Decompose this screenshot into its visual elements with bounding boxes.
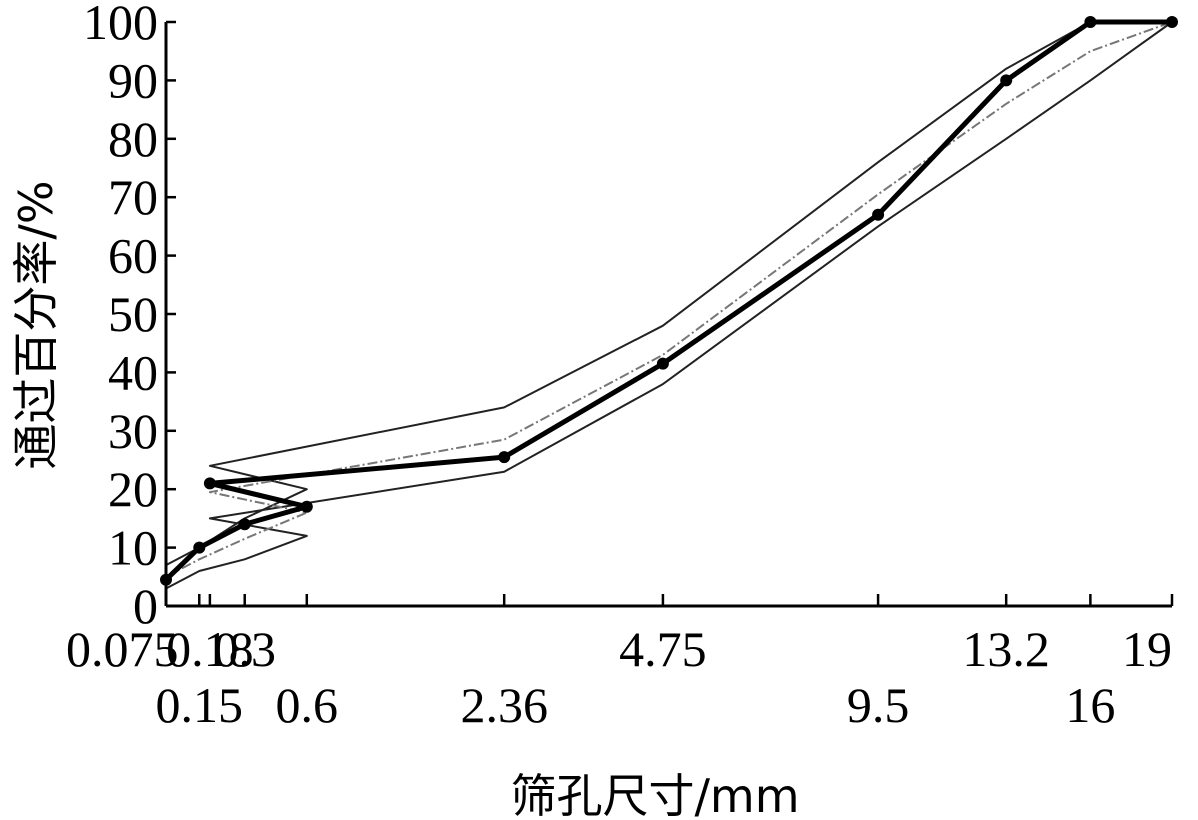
gradation-point [300,500,313,513]
y-tick-label: 90 [108,52,158,108]
axes [164,22,1172,608]
gradation-point [656,357,669,370]
gradation-line [164,19,1172,582]
y-axis-title: 通过百分率/% [9,180,63,469]
upper-limit-line [165,21,1172,566]
x-tick-label-top: 0.3 [213,621,276,677]
x-tick-label-top: 13.2 [962,621,1050,677]
x-ticks: 0.075 0.30.18 4.75 13.2 19 0.15 0.6 2.36 9.5 16 [66,594,1174,733]
y-tick-label: 30 [108,403,158,459]
plot-area [160,16,1178,590]
gradation-point [203,477,216,490]
x-tick-label-bottom: 2.36 [460,677,548,733]
gradation-point [238,518,251,531]
x-tick-label-bottom: 0.15 [156,677,244,733]
y-tick-label: 40 [108,344,158,400]
y-tick-label: 20 [108,461,158,517]
gradation-point [193,541,206,554]
y-tick-label: 80 [108,111,158,167]
y-tick-label: 100 [83,0,158,50]
gradation-point [1084,16,1097,28]
y-tick-label: 0 [133,578,158,634]
gradation-point [1000,74,1013,87]
x-tick-label-top: 4.75 [619,621,707,677]
median-line [165,21,1173,578]
x-axis-title: 筛孔尺寸/mm [510,769,799,820]
gradation-point [1166,16,1178,28]
x-tick-label-top: 19 [1122,621,1172,677]
x-tick-label-bottom: 9.5 [847,677,910,733]
gradation-point [872,208,885,221]
x-tick-label-bottom: 16 [1065,677,1115,733]
x-tick-label-top: 0.18 [166,621,254,677]
y-tick-label: 60 [108,228,158,284]
lower-limit-line [165,21,1173,590]
x-tick-label-bottom: 0.6 [276,677,339,733]
y-tick-label: 10 [108,520,158,576]
y-tick-label: 50 [108,286,158,342]
y-tick-label: 70 [108,169,158,225]
x-tick-label-top: 0.075 [66,621,179,677]
gradation-point [498,451,511,464]
